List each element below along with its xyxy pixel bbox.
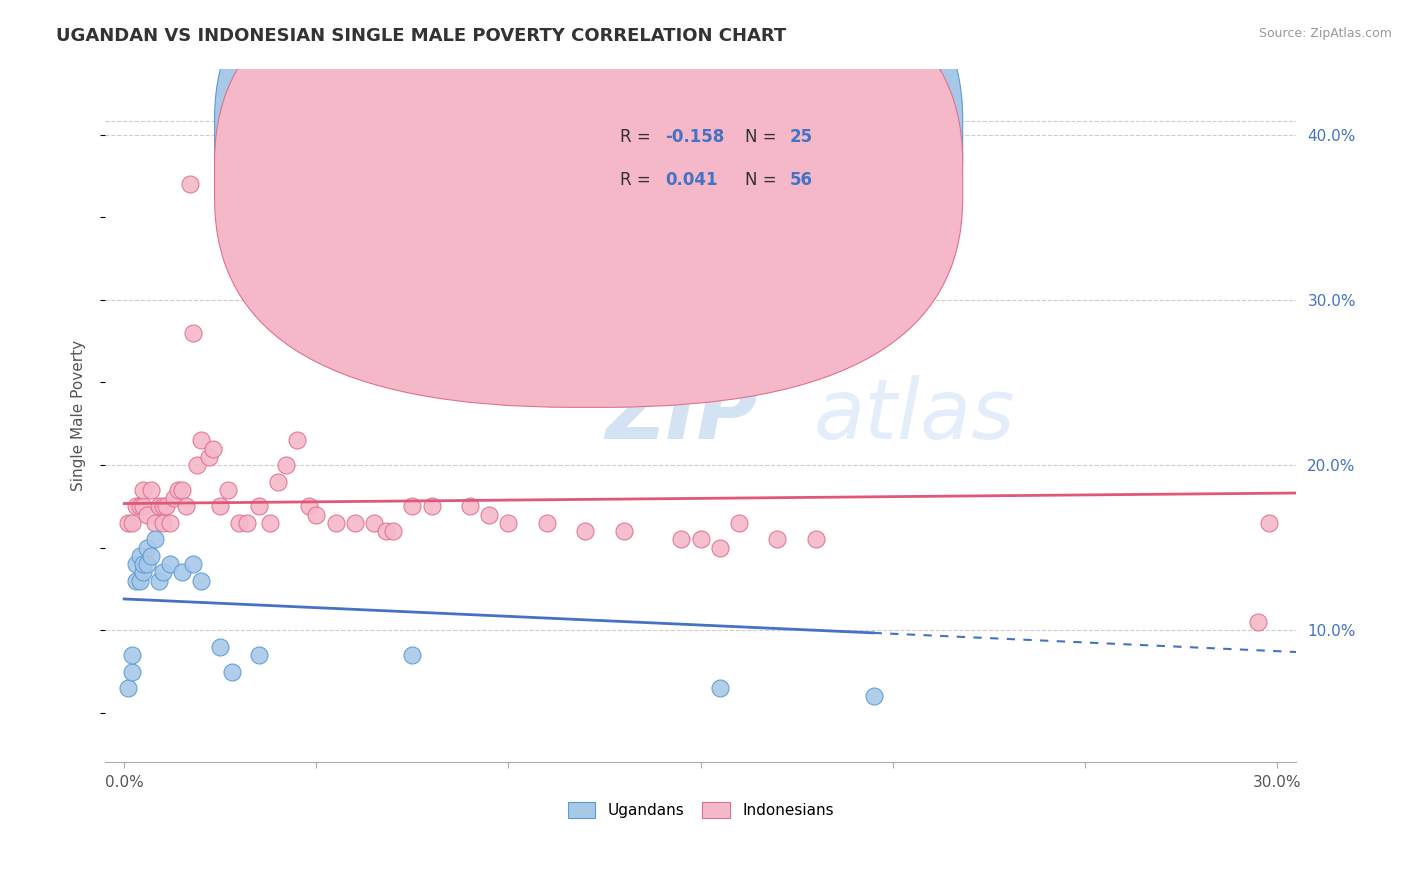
Point (136, 508, 159, 522)
Point (401, 500, 423, 514)
Point (183, 326, 205, 340)
Point (420, 500, 443, 514)
Point (170, 483, 193, 497)
Point (190, 434, 212, 448)
Point (197, 450, 219, 464)
Point (125, 500, 148, 514)
Point (190, 574, 212, 588)
Point (152, 516, 174, 530)
Point (274, 458, 297, 472)
Point (671, 533, 693, 547)
Point (285, 434, 308, 448)
Point (136, 557, 159, 571)
Text: R =: R = (620, 171, 655, 189)
Text: ZIP: ZIP (606, 375, 758, 456)
Point (536, 516, 558, 530)
Point (209, 500, 232, 514)
Point (128, 574, 150, 588)
Point (247, 648, 270, 662)
Point (128, 549, 150, 563)
Point (132, 500, 155, 514)
Point (228, 516, 250, 530)
Point (174, 500, 197, 514)
Point (259, 516, 281, 530)
Point (143, 533, 166, 547)
Text: -0.158: -0.158 (665, 128, 724, 146)
FancyBboxPatch shape (215, 0, 963, 365)
Point (804, 533, 827, 547)
Point (613, 524, 636, 538)
Point (298, 500, 321, 514)
Point (139, 483, 162, 497)
Text: 25: 25 (790, 128, 813, 146)
Point (152, 500, 174, 514)
Point (478, 508, 501, 522)
Point (148, 500, 170, 514)
Point (217, 483, 239, 497)
Point (148, 574, 170, 588)
Point (201, 442, 224, 456)
Point (209, 640, 232, 654)
Point (139, 549, 162, 563)
Text: N =: N = (745, 128, 782, 146)
Point (125, 557, 148, 571)
Point (163, 491, 186, 505)
Point (689, 533, 711, 547)
Point (121, 648, 143, 662)
Point (121, 665, 143, 679)
Point (498, 516, 520, 530)
Point (236, 516, 259, 530)
Point (128, 500, 150, 514)
Point (363, 516, 385, 530)
Point (458, 500, 481, 514)
FancyBboxPatch shape (551, 107, 873, 211)
Point (1247, 615, 1270, 629)
Point (117, 516, 139, 530)
Point (170, 566, 193, 580)
FancyBboxPatch shape (215, 0, 963, 408)
Point (136, 541, 159, 555)
Text: Source: ZipAtlas.com: Source: ZipAtlas.com (1258, 27, 1392, 40)
Point (221, 665, 243, 679)
Point (186, 458, 208, 472)
Point (709, 541, 731, 555)
Point (132, 483, 155, 497)
Text: N =: N = (745, 171, 782, 189)
Text: 0.041: 0.041 (665, 171, 717, 189)
Point (862, 690, 884, 704)
Text: 56: 56 (790, 171, 813, 189)
Text: atlas: atlas (814, 375, 1015, 456)
Text: R =: R = (620, 128, 655, 146)
Y-axis label: Single Male Poverty: Single Male Poverty (72, 340, 86, 491)
Point (179, 177, 201, 191)
Point (267, 475, 290, 489)
Point (305, 508, 328, 522)
Point (325, 516, 347, 530)
Point (343, 516, 366, 530)
Point (132, 566, 155, 580)
Point (728, 516, 751, 530)
Point (125, 574, 148, 588)
Point (167, 483, 190, 497)
Point (374, 524, 396, 538)
Point (766, 533, 789, 547)
Point (183, 557, 205, 571)
Point (152, 566, 174, 580)
Text: UGANDAN VS INDONESIAN SINGLE MALE POVERTY CORRELATION CHART: UGANDAN VS INDONESIAN SINGLE MALE POVERT… (56, 27, 786, 45)
Point (143, 516, 166, 530)
Point (159, 516, 181, 530)
Point (117, 681, 139, 695)
Legend: Ugandans, Indonesians: Ugandans, Indonesians (561, 796, 839, 824)
Point (159, 557, 181, 571)
Point (382, 524, 405, 538)
Point (132, 557, 155, 571)
Point (121, 516, 143, 530)
Point (574, 524, 596, 538)
Point (709, 681, 731, 695)
Point (247, 500, 270, 514)
Point (155, 500, 177, 514)
Point (1258, 516, 1281, 530)
Point (401, 648, 423, 662)
